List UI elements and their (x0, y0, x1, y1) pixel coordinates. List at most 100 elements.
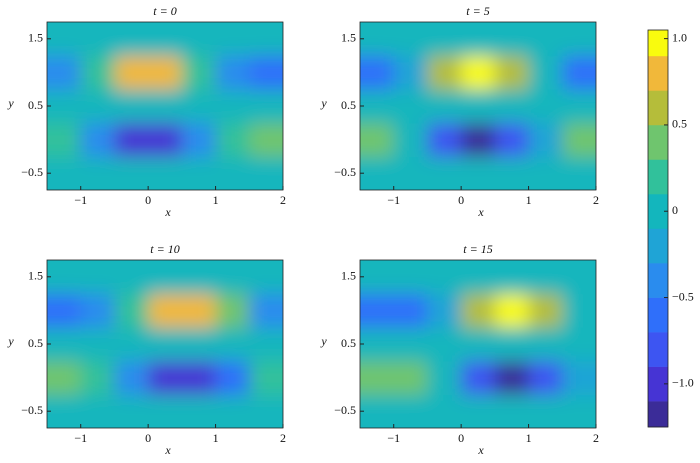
y-tick-label: 1.5 (28, 269, 43, 283)
cell (114, 394, 149, 428)
cell (427, 293, 462, 328)
x-tick-label: −1 (74, 193, 87, 207)
panel-title: t = 10 (150, 242, 179, 256)
cell (80, 122, 115, 157)
x-tick-label: 1 (213, 193, 219, 207)
cell (528, 293, 563, 328)
cell (47, 260, 82, 295)
cell (393, 156, 428, 190)
plot-area (47, 260, 283, 428)
y-axis-label: y (7, 334, 14, 348)
cell (181, 293, 217, 328)
cell (528, 260, 563, 295)
cell (47, 360, 82, 395)
cell (47, 22, 82, 57)
cell (215, 89, 250, 124)
x-tick-label: 1 (526, 193, 532, 207)
cell (360, 55, 395, 90)
cell (215, 260, 250, 295)
cell (494, 156, 530, 190)
plot-area (47, 22, 283, 190)
cell (393, 55, 428, 90)
cell (528, 327, 563, 362)
cell (249, 122, 283, 157)
cell (47, 293, 82, 328)
cell (114, 122, 149, 157)
cell (494, 360, 530, 395)
cell (215, 394, 250, 428)
heatmap (360, 260, 596, 428)
cell (249, 22, 283, 57)
cell (181, 22, 217, 57)
colorbar-tick-label: 1.0 (672, 30, 687, 44)
colorbar-segment (648, 193, 668, 229)
cell (114, 260, 149, 295)
colorbar-tick-label: −0.5 (672, 289, 694, 303)
cell (360, 156, 395, 190)
x-tick-label: 2 (280, 431, 286, 445)
colorbar-segment (648, 366, 668, 402)
panel-title: t = 0 (153, 4, 176, 18)
cell (114, 156, 149, 190)
cell (249, 260, 283, 295)
colorbar-segment (648, 228, 668, 264)
y-tick-label: 1.5 (341, 31, 356, 45)
cell (360, 293, 395, 328)
cell (393, 122, 428, 157)
colorbar-segment (648, 90, 668, 126)
colorbar-segment (648, 401, 668, 428)
cell (427, 156, 462, 190)
cell (360, 89, 395, 124)
colorbar-tick-label: −1.0 (672, 376, 694, 390)
cell (562, 293, 596, 328)
cell (181, 122, 217, 157)
x-axis-label: x (164, 205, 171, 219)
cell (215, 122, 250, 157)
y-axis-label: y (320, 334, 327, 348)
cell (148, 122, 183, 157)
panel-title: t = 15 (463, 242, 492, 256)
cell (393, 360, 428, 395)
colorbar-segment (648, 30, 668, 57)
y-tick-label: −0.5 (334, 165, 356, 179)
cell (562, 89, 596, 124)
cell (47, 327, 82, 362)
y-tick-label: 0.5 (28, 98, 43, 112)
cell (427, 55, 462, 90)
cell (360, 327, 395, 362)
cell (249, 156, 283, 190)
cell (393, 327, 428, 362)
cell (528, 122, 563, 157)
colorbar-segment (648, 159, 668, 195)
plot-area (360, 260, 596, 428)
cell (427, 260, 462, 295)
colorbar-segment (648, 332, 668, 367)
cell (181, 394, 217, 428)
y-tick-label: 0.5 (341, 336, 356, 350)
cell (393, 293, 428, 328)
x-tick-label: 2 (280, 193, 286, 207)
x-tick-label: 0 (145, 431, 151, 445)
heatmap (47, 260, 283, 428)
cell (114, 55, 149, 90)
cell (148, 293, 183, 328)
y-tick-label: −0.5 (334, 403, 356, 417)
cell (494, 22, 530, 57)
cell (360, 122, 395, 157)
cell (215, 22, 250, 57)
cell (461, 122, 496, 157)
cell (393, 22, 428, 57)
cell (461, 55, 496, 90)
cell (494, 327, 530, 362)
cell (80, 22, 115, 57)
y-tick-label: 0.5 (28, 336, 43, 350)
cell (148, 156, 183, 190)
colorbar-segment (648, 297, 668, 333)
cell (181, 327, 217, 362)
cell (494, 260, 530, 295)
x-axis-label: x (477, 205, 484, 219)
cell (461, 156, 496, 190)
cell (393, 89, 428, 124)
cell (215, 360, 250, 395)
x-tick-label: 2 (593, 431, 599, 445)
